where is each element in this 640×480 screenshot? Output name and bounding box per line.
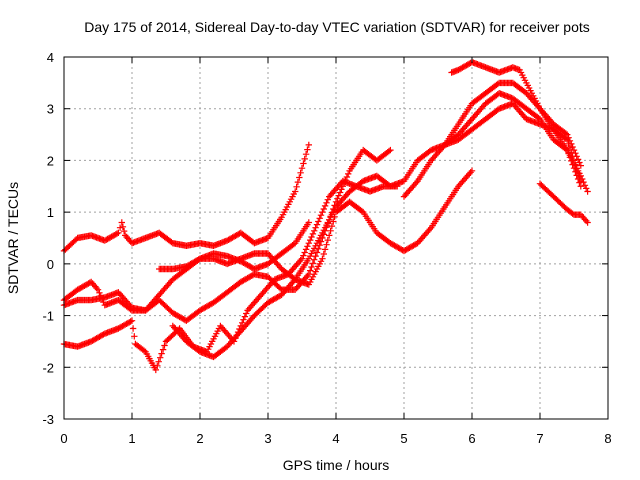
series-track-7 (400, 100, 584, 200)
series-track-8 (441, 79, 584, 169)
y-tick-label: 4 (47, 50, 54, 65)
x-tick-label: 2 (196, 431, 203, 446)
y-tick-label: -3 (42, 412, 54, 427)
data-point-markers (60, 141, 312, 255)
axis-ticks: 0 1 2 3 4 5 6 7 8 -3 -2 -1 0 1 2 3 4 (42, 50, 611, 446)
y-tick-label: 0 (47, 257, 54, 272)
y-tick-label: -2 (42, 360, 54, 375)
y-tick-label: -1 (42, 309, 54, 324)
data-point-markers (536, 180, 591, 226)
x-tick-label: 5 (400, 431, 407, 446)
y-axis-label: SDTVAR / TECUs (5, 182, 21, 294)
x-tick-label: 6 (468, 431, 475, 446)
series-track-1 (60, 141, 312, 255)
x-axis-label: GPS time / hours (283, 457, 390, 473)
series-track-6 (169, 90, 584, 361)
series-track-10 (536, 180, 591, 226)
data-series-layer (60, 59, 591, 374)
x-tick-label: 3 (264, 431, 271, 446)
x-tick-label: 0 (60, 431, 67, 446)
y-tick-label: 1 (47, 205, 54, 220)
series-track-5 (156, 167, 476, 288)
x-tick-label: 1 (128, 431, 135, 446)
x-tick-label: 4 (332, 431, 339, 446)
data-point-markers (441, 79, 584, 169)
x-tick-label: 7 (536, 431, 543, 446)
y-tick-label: 3 (47, 102, 54, 117)
data-point-markers (400, 100, 584, 200)
chart-title: Day 175 of 2014, Sidereal Day-to-day VTE… (84, 19, 590, 35)
data-point-markers (448, 59, 591, 195)
y-tick-label: 2 (47, 153, 54, 168)
x-tick-label: 8 (604, 431, 611, 446)
series-track-9 (448, 59, 591, 195)
data-point-markers (156, 167, 476, 288)
data-point-markers (169, 90, 584, 361)
